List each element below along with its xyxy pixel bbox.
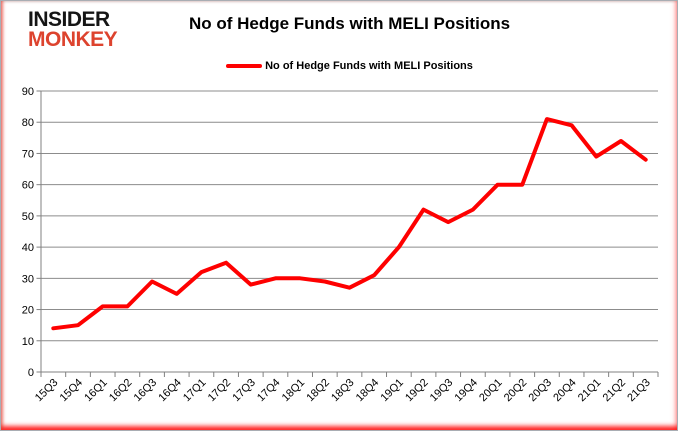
axis-labels: 010203040506070809015Q315Q416Q116Q216Q31… (22, 86, 653, 404)
legend-line-swatch (226, 64, 263, 68)
x-axis-tick-label: 17Q3 (230, 377, 258, 405)
x-axis-tick-label: 16Q1 (82, 377, 110, 405)
x-axis-tick-label: 18Q2 (304, 377, 332, 405)
x-axis-tick-label: 17Q2 (206, 377, 234, 405)
x-axis-tick-label: 21Q1 (576, 377, 604, 405)
x-axis-tick-label: 15Q3 (33, 377, 61, 405)
x-axis-tick-label: 21Q2 (601, 377, 629, 405)
gridlines (41, 90, 658, 373)
x-axis-tick-label: 20Q3 (527, 377, 555, 405)
x-axis-tick-label: 16Q2 (107, 377, 135, 405)
y-axis-tick-label: 90 (22, 86, 34, 98)
x-axis-tick-label: 19Q1 (378, 377, 406, 405)
y-axis-tick-label: 70 (22, 148, 34, 160)
y-axis-tick-label: 60 (22, 180, 34, 192)
x-axis-tick-label: 17Q1 (181, 377, 209, 405)
y-axis-tick-label: 10 (22, 336, 34, 348)
x-axis-tick-label: 20Q2 (502, 377, 530, 405)
x-axis-tick-label: 19Q4 (452, 377, 480, 405)
y-axis-tick-label: 30 (22, 273, 34, 285)
chart-title: No of Hedge Funds with MELI Positions (188, 14, 511, 33)
series-line (51, 117, 648, 331)
x-axis-tick-label: 17Q4 (255, 377, 283, 405)
x-axis-tick-label: 19Q2 (403, 377, 431, 405)
x-axis-tick-label: 15Q4 (58, 377, 86, 405)
x-axis-tick-label: 16Q4 (156, 377, 184, 405)
logo-line-monkey: MONKEY (28, 27, 118, 51)
y-axis-tick-label: 50 (22, 211, 34, 223)
legend-label: No of Hedge Funds with MELI Positions (265, 60, 473, 72)
x-axis-tick-label: 18Q3 (329, 377, 357, 405)
y-axis-tick-label: 0 (28, 367, 34, 379)
y-axis-tick-label: 20 (22, 305, 34, 317)
x-axis-tick-label: 20Q1 (477, 377, 505, 405)
axes (36, 90, 659, 377)
x-axis-tick-label: 21Q3 (625, 377, 653, 405)
x-axis-tick-label: 18Q4 (354, 377, 382, 405)
legend: No of Hedge Funds with MELI Positions (41, 60, 658, 72)
y-axis-tick-label: 80 (22, 117, 34, 129)
x-axis-tick-label: 18Q1 (280, 377, 308, 405)
x-axis-tick-label: 16Q3 (132, 377, 160, 405)
logo-line-insider: INSIDER (28, 8, 110, 31)
insider-monkey-logo: INSIDER MONKEY (28, 8, 118, 51)
y-axis-tick-label: 40 (22, 242, 34, 254)
x-axis-tick-label: 20Q4 (551, 377, 579, 405)
x-axis-tick-label: 19Q3 (428, 377, 456, 405)
